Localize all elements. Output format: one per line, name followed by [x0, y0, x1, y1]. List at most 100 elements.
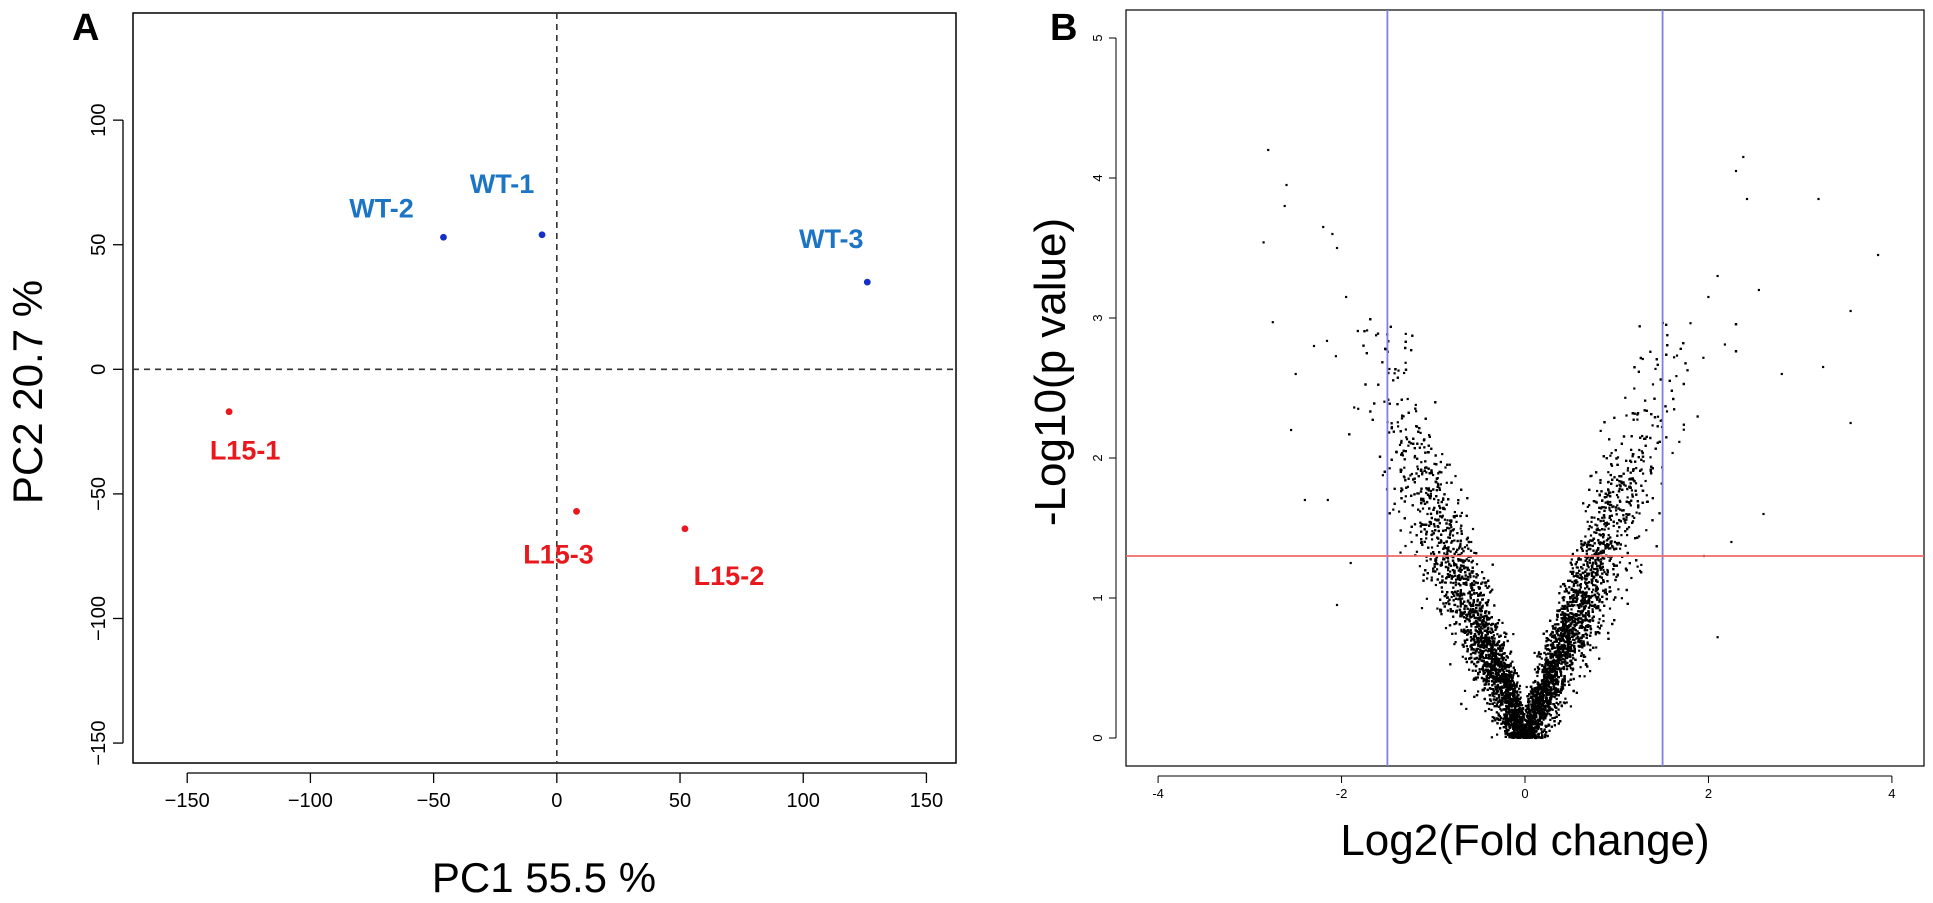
- pca-point-label-l15-2: L15-2: [694, 561, 765, 591]
- volcano-point: [1561, 650, 1564, 653]
- volcano-point: [1541, 696, 1545, 699]
- volcano-point: [1636, 565, 1639, 568]
- volcano-point: [1587, 619, 1590, 623]
- volcano-point: [1446, 556, 1449, 559]
- volcano-point: [1597, 593, 1601, 596]
- volcano-point: [1568, 586, 1571, 589]
- volcano-point: [1451, 534, 1455, 537]
- volcano-point: [1487, 664, 1490, 667]
- volcano-point: [1569, 570, 1572, 573]
- volcano-point: [1678, 440, 1681, 443]
- volcano-point: [1504, 730, 1507, 733]
- volcano-point: [1588, 561, 1591, 564]
- volcano-y-tick-label: 3: [1090, 314, 1105, 321]
- volcano-point: [1615, 494, 1619, 497]
- pca-point-wt-2: [440, 233, 447, 241]
- volcano-point: [1533, 651, 1536, 654]
- volcano-point: [1453, 623, 1456, 626]
- volcano-point: [1442, 541, 1446, 545]
- volcano-point: [1651, 424, 1654, 427]
- volcano-point: [1427, 489, 1430, 492]
- volcano-point: [1453, 603, 1456, 606]
- volcano-point: [1594, 590, 1597, 593]
- volcano-point: [1596, 569, 1599, 572]
- volcano-point: [1640, 563, 1643, 566]
- volcano-point: [1469, 629, 1472, 632]
- volcano-point: [1547, 684, 1550, 687]
- volcano-point: [1557, 708, 1560, 711]
- volcano-point: [1416, 492, 1419, 495]
- volcano-point: [1536, 709, 1539, 713]
- volcano-point: [1552, 685, 1555, 688]
- volcano-point: [1430, 533, 1433, 537]
- volcano-point: [1645, 529, 1648, 532]
- volcano-point: [1580, 594, 1583, 597]
- volcano-point: [1578, 614, 1581, 617]
- volcano-point: [1596, 524, 1599, 527]
- volcano-point: [1723, 343, 1726, 346]
- volcano-point: [1623, 483, 1626, 486]
- pca-y-tick-label: −100: [88, 596, 110, 641]
- volcano-point: [1495, 656, 1498, 659]
- volcano-point: [1486, 633, 1489, 636]
- volcano-point: [1470, 644, 1473, 647]
- volcano-point: [1492, 634, 1495, 637]
- volcano-point: [1484, 710, 1487, 713]
- volcano-point: [1464, 566, 1467, 569]
- volcano-point: [1516, 721, 1519, 725]
- volcano-point: [1413, 454, 1417, 458]
- volcano-point: [1453, 511, 1456, 514]
- volcano-point: [1567, 680, 1570, 683]
- volcano-point: [1612, 490, 1615, 494]
- volcano-point: [1580, 576, 1583, 579]
- volcano-point: [1498, 666, 1501, 669]
- volcano-point: [1572, 642, 1576, 645]
- pca-y-axis-title: PC2 20.7 %: [4, 280, 51, 504]
- volcano-point: [1463, 546, 1467, 549]
- volcano-point: [1671, 451, 1674, 455]
- volcano-point: [1584, 510, 1587, 513]
- volcano-point: [1590, 520, 1593, 523]
- volcano-point: [1582, 640, 1585, 643]
- volcano-point: [1619, 547, 1622, 550]
- volcano-point: [1445, 556, 1448, 559]
- volcano-point: [1557, 633, 1560, 636]
- volcano-point: [1505, 728, 1508, 731]
- volcano-point: [1472, 602, 1475, 605]
- volcano-point: [1589, 534, 1593, 537]
- volcano-point: [1479, 652, 1482, 655]
- volcano-point: [1559, 668, 1562, 671]
- volcano-point: [1612, 598, 1615, 601]
- volcano-point: [1575, 572, 1578, 575]
- volcano-point: [1560, 607, 1563, 610]
- volcano-point: [1581, 603, 1584, 606]
- volcano-point: [1584, 600, 1587, 603]
- volcano-point: [1496, 733, 1499, 736]
- volcano-point: [1555, 710, 1558, 713]
- volcano-point: [1537, 653, 1540, 656]
- volcano-point: [1421, 507, 1425, 510]
- volcano-point: [1576, 584, 1579, 587]
- volcano-point: [1571, 595, 1574, 598]
- volcano-point: [1608, 607, 1612, 610]
- volcano-point: [1502, 641, 1506, 644]
- volcano-point: [1443, 518, 1446, 521]
- volcano-point: [1631, 520, 1635, 523]
- volcano-point: [1525, 685, 1528, 689]
- volcano-point: [1586, 575, 1589, 578]
- volcano-point: [1532, 710, 1535, 713]
- volcano-point: [1460, 552, 1463, 555]
- volcano-point: [1625, 414, 1628, 417]
- volcano-point: [1452, 561, 1456, 564]
- volcano-point: [1665, 410, 1669, 413]
- volcano-point: [1454, 475, 1457, 478]
- volcano-point: [1398, 510, 1401, 513]
- volcano-point: [1558, 601, 1561, 604]
- volcano-point: [1383, 400, 1386, 403]
- volcano-point: [1508, 663, 1511, 667]
- volcano-point: [1534, 693, 1537, 696]
- volcano-point: [1595, 573, 1598, 576]
- volcano-point: [1581, 619, 1584, 622]
- volcano-point: [1608, 515, 1611, 518]
